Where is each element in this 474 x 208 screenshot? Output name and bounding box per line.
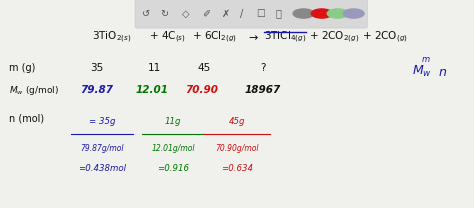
Text: $3\mathregular{TiCl}_{4(g)}$: $3\mathregular{TiCl}_{4(g)}$ bbox=[264, 30, 307, 45]
Text: m (g): m (g) bbox=[9, 63, 36, 73]
Circle shape bbox=[343, 9, 364, 18]
Text: $M_w$: $M_w$ bbox=[412, 64, 432, 79]
Text: $\rightarrow$: $\rightarrow$ bbox=[246, 32, 258, 42]
Text: 70.90g/mol: 70.90g/mol bbox=[215, 144, 259, 153]
Text: $+\ 4\mathregular{C}_{(s)}$: $+\ 4\mathregular{C}_{(s)}$ bbox=[149, 30, 186, 45]
Text: 79.87: 79.87 bbox=[81, 85, 114, 95]
Text: ?: ? bbox=[260, 63, 266, 73]
Text: 79.87g/mol: 79.87g/mol bbox=[80, 144, 124, 153]
Circle shape bbox=[293, 9, 314, 18]
Text: m: m bbox=[422, 56, 430, 64]
Text: = 35g: = 35g bbox=[89, 117, 115, 126]
Text: 12.01: 12.01 bbox=[135, 85, 168, 95]
Text: 70.90: 70.90 bbox=[185, 85, 218, 95]
Text: 11: 11 bbox=[147, 63, 161, 73]
Text: 12.01g/mol: 12.01g/mol bbox=[151, 144, 195, 153]
Text: 35: 35 bbox=[91, 63, 104, 73]
Text: /: / bbox=[240, 9, 244, 19]
Text: $+\ 2\mathregular{CO}_{2(g)}$: $+\ 2\mathregular{CO}_{2(g)}$ bbox=[309, 30, 359, 45]
Text: n (mol): n (mol) bbox=[9, 114, 45, 124]
Circle shape bbox=[311, 9, 332, 18]
Circle shape bbox=[327, 9, 348, 18]
Text: =0.916: =0.916 bbox=[157, 164, 189, 173]
Text: 45g: 45g bbox=[229, 117, 245, 126]
Text: ◇: ◇ bbox=[182, 9, 189, 19]
Text: =0.634: =0.634 bbox=[221, 164, 253, 173]
Text: ✐: ✐ bbox=[201, 9, 210, 19]
Text: 18967: 18967 bbox=[245, 85, 281, 95]
Text: $+\ 2\mathregular{CO}_{(g)}$: $+\ 2\mathregular{CO}_{(g)}$ bbox=[362, 30, 408, 45]
Text: =0.438mol: =0.438mol bbox=[78, 164, 126, 173]
Text: $3\mathregular{TiO}_{2(s)}$: $3\mathregular{TiO}_{2(s)}$ bbox=[92, 30, 132, 45]
Text: ↺: ↺ bbox=[143, 9, 151, 19]
Text: 11g: 11g bbox=[165, 117, 181, 126]
Text: ↻: ↻ bbox=[161, 9, 169, 19]
Text: ✗: ✗ bbox=[222, 9, 230, 19]
Text: ⬛: ⬛ bbox=[275, 9, 282, 19]
Text: ☐: ☐ bbox=[256, 9, 264, 19]
FancyBboxPatch shape bbox=[135, 0, 367, 28]
Text: $M_w$ (g/mol): $M_w$ (g/mol) bbox=[9, 84, 59, 97]
Text: $+\ 6\mathregular{Cl}_{2(g)}$: $+\ 6\mathregular{Cl}_{2(g)}$ bbox=[192, 30, 237, 45]
Text: n: n bbox=[438, 66, 447, 79]
Text: 45: 45 bbox=[197, 63, 210, 73]
